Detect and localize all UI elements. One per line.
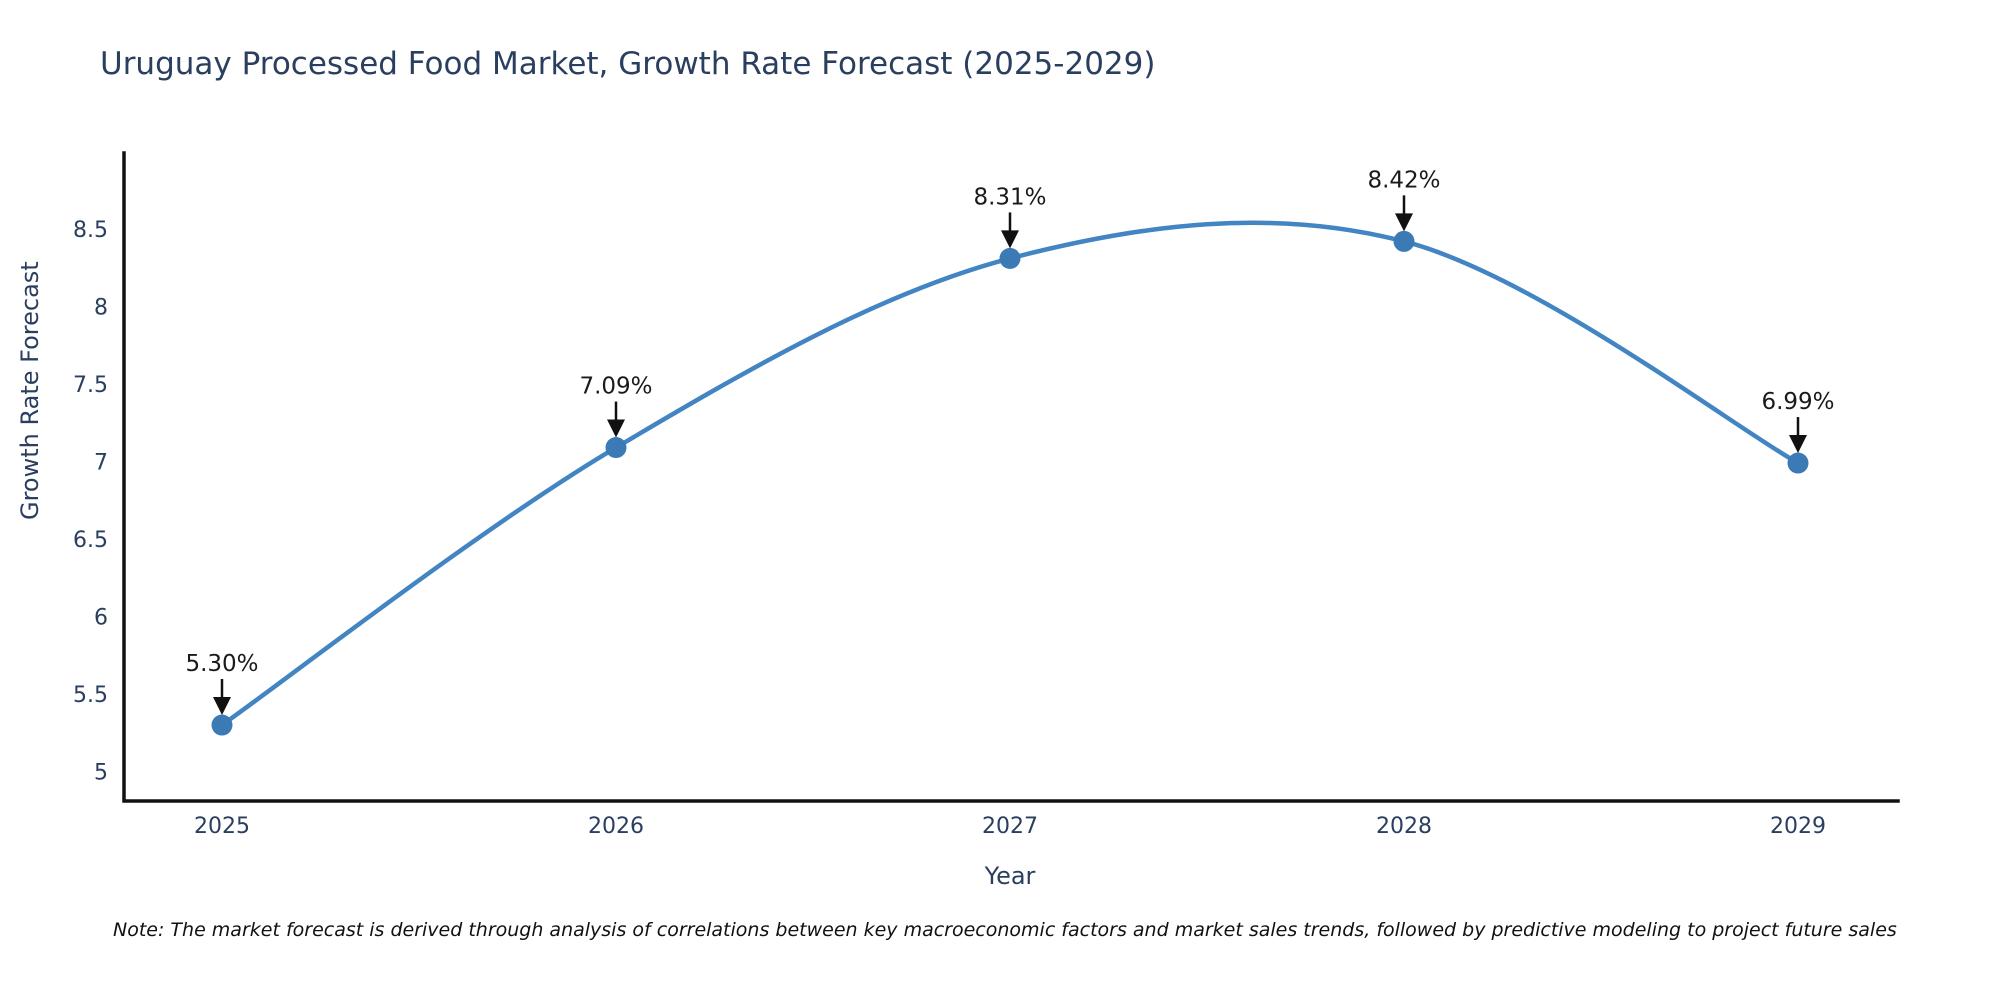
point-value-label: 8.31% bbox=[973, 184, 1046, 210]
annotation-arrow-head bbox=[1395, 213, 1413, 232]
y-tick-label: 8 bbox=[94, 295, 108, 320]
point-value-label: 6.99% bbox=[1761, 389, 1834, 415]
x-tick-label: 2028 bbox=[1376, 814, 1432, 839]
annotation-arrow-head bbox=[213, 697, 231, 716]
chart-title: Uruguay Processed Food Market, Growth Ra… bbox=[100, 46, 1156, 82]
x-axis-title: Year bbox=[984, 862, 1036, 890]
x-tick-label: 2027 bbox=[982, 814, 1038, 839]
annotation-arrow-head bbox=[1789, 435, 1807, 454]
data-point-marker bbox=[999, 247, 1021, 269]
y-tick-label: 8.5 bbox=[73, 218, 108, 243]
point-value-label: 5.30% bbox=[185, 651, 258, 677]
annotation-arrow-head bbox=[607, 419, 625, 438]
y-tick-label: 5 bbox=[94, 761, 108, 786]
y-tick-label: 7 bbox=[94, 450, 108, 475]
data-point-marker bbox=[605, 437, 627, 459]
data-point-marker bbox=[211, 714, 233, 736]
footnote: Note: The market forecast is derived thr… bbox=[113, 919, 1897, 941]
annotation-arrow-head bbox=[1001, 230, 1019, 249]
data-point-marker bbox=[1787, 452, 1809, 474]
axis-lines bbox=[122, 151, 1900, 803]
x-tick-label: 2029 bbox=[1770, 814, 1826, 839]
point-value-label: 8.42% bbox=[1367, 167, 1440, 193]
data-point-marker bbox=[1393, 230, 1415, 252]
y-tick-label: 5.5 bbox=[73, 683, 108, 708]
x-tick-label: 2025 bbox=[194, 814, 250, 839]
y-axis-title: Growth Rate Forecast bbox=[16, 261, 44, 520]
series-line bbox=[219, 220, 1801, 728]
y-tick-label: 6.5 bbox=[73, 528, 108, 553]
point-value-label: 7.09% bbox=[579, 374, 652, 400]
y-tick-label: 6 bbox=[94, 606, 108, 631]
x-tick-label: 2026 bbox=[588, 814, 644, 839]
y-tick-label: 7.5 bbox=[73, 373, 108, 398]
